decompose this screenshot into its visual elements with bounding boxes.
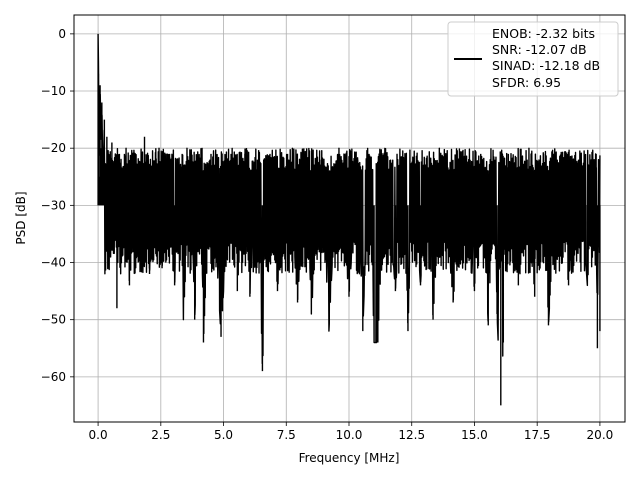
y-axis-label: PSD [dB] [14,191,28,244]
legend-enob: ENOB: -2.32 bits [492,26,595,41]
y-tick-label: −20 [41,141,66,155]
x-tick-label: 15.0 [461,428,488,442]
x-tick-label: 5.0 [214,428,233,442]
x-tick-label: 0.0 [89,428,108,442]
x-axis-ticks: 0.0 2.5 5.0 7.5 10.0 12.5 15.0 17.5 20.0 [89,422,614,442]
legend: ENOB: -2.32 bits SNR: -12.07 dB SINAD: -… [447,21,619,97]
y-axis-ticks: 0 −10 −20 −30 −40 −50 −60 [41,27,74,384]
x-tick-label: 2.5 [151,428,170,442]
legend-sfdr: SFDR: 6.95 [492,75,561,90]
y-tick-label: −50 [41,313,66,327]
x-tick-label: 17.5 [524,428,551,442]
y-tick-label: −30 [41,198,66,212]
y-tick-label: 0 [58,27,66,41]
y-tick-label: −10 [41,84,66,98]
x-tick-label: 7.5 [277,428,296,442]
x-tick-label: 10.0 [336,428,363,442]
psd-series-line [97,33,601,406]
y-tick-label: −40 [41,256,66,270]
x-tick-label: 12.5 [398,428,425,442]
legend-snr: SNR: -12.07 dB [492,42,587,57]
legend-sinad: SINAD: -12.18 dB [492,58,600,73]
x-axis-label: Frequency [MHz] [299,451,400,465]
y-tick-label: −60 [41,370,66,384]
legend-box [447,21,619,97]
x-tick-label: 20.0 [587,428,614,442]
series-layer [97,33,601,406]
axes-frame [73,14,626,423]
